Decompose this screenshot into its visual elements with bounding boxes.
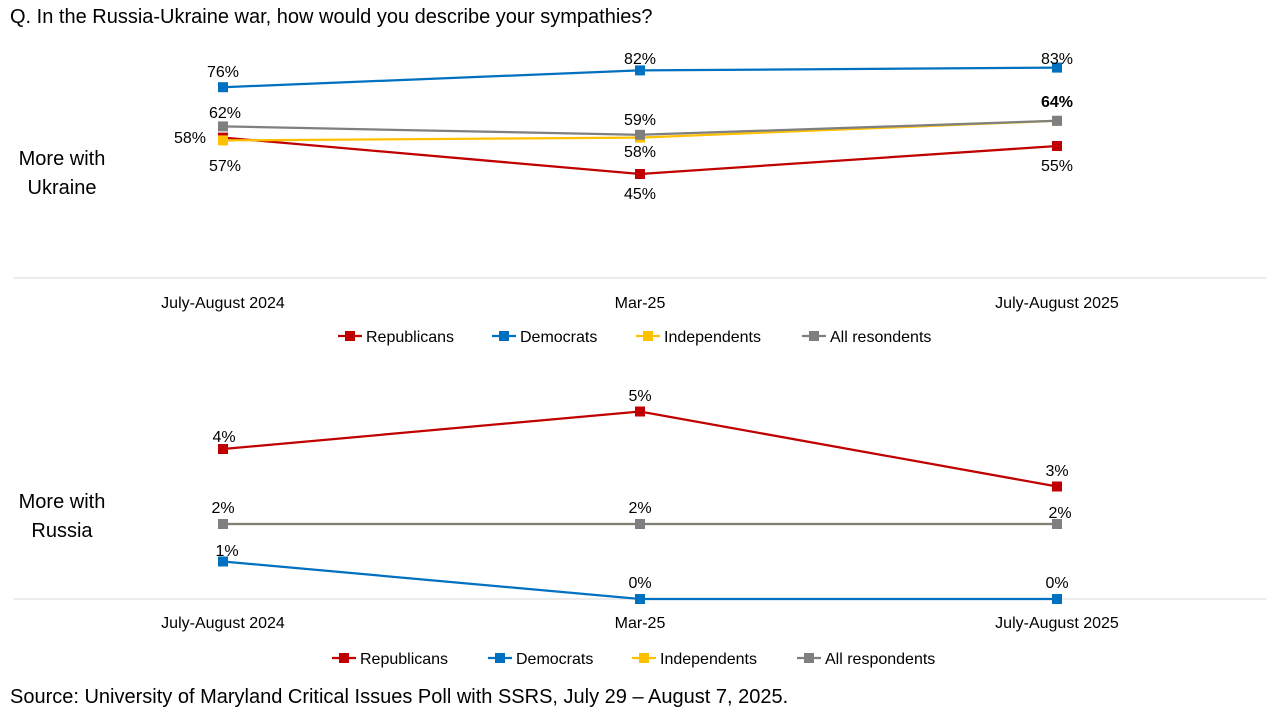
data-label: 5% [628,388,651,405]
data-point [635,169,645,179]
legend-item: Republicans [338,329,454,346]
data-label: 2% [211,500,234,517]
data-label: 62% [209,105,241,122]
chart-title: Q. In the Russia-Ukraine war, how would … [10,6,653,28]
x-tick-label: July-August 2025 [995,295,1119,312]
data-label: 57% [209,158,241,175]
data-label: 64% [1041,94,1073,111]
data-point [218,444,228,454]
data-label: 2% [1048,505,1071,522]
data-point [1052,481,1062,492]
source-note: Source: University of Maryland Critical … [10,686,789,708]
legend-item: Democrats [488,651,593,668]
legend-item: Republicans [332,651,448,668]
x-tick-label: July-August 2024 [161,295,285,312]
legend-label: Independents [664,329,761,346]
x-tick-label: Mar-25 [615,615,666,632]
legend-label: Democrats [516,651,593,668]
legend-label: Republicans [360,651,448,668]
data-label: 58% [624,144,656,161]
legend-label: Democrats [520,329,597,346]
legend-item: Independents [632,651,757,668]
panel-label-ukraine: More with Ukraine [18,148,106,199]
data-label: 55% [1041,158,1073,175]
legend-label: All resondents [830,329,931,346]
legend-item: All resondents [802,329,931,346]
legend-item: Independents [636,329,761,346]
x-tick-label: July-August 2024 [161,615,285,632]
data-point [1052,594,1062,604]
data-point [635,65,645,76]
legend-label: All respondents [825,651,935,668]
x-tick-label: Mar-25 [615,295,666,312]
data-label: 0% [1045,575,1068,592]
panel-label-russia: More with Russia [18,491,106,542]
data-point [218,519,228,529]
data-label: 3% [1045,463,1068,480]
data-label: 83% [1041,51,1073,68]
data-label: 4% [212,429,235,446]
data-point [1052,519,1062,529]
data-point [1052,115,1062,126]
data-point [1052,62,1062,73]
x-tick-label: July-August 2025 [995,615,1119,632]
data-label: 59% [624,112,656,129]
data-point [218,82,228,93]
data-label: 82% [624,51,656,68]
data-label: 2% [628,500,651,517]
data-label: 45% [624,186,656,203]
legend-item: All respondents [797,651,935,668]
data-label: 58% [174,130,206,147]
data-label: 1% [215,543,238,560]
data-point [635,594,645,604]
legend-item: Democrats [492,329,597,346]
data-point [635,519,645,529]
legend-label: Republicans [366,329,454,346]
data-point [635,406,645,417]
data-point [635,129,645,140]
series-line-republicans [222,410,1058,488]
data-point [218,556,228,567]
data-label: 76% [207,64,239,81]
data-label: 0% [628,575,651,592]
legend-label: Independents [660,651,757,668]
data-point [1052,141,1062,151]
data-point [218,135,228,146]
data-point [218,121,228,132]
